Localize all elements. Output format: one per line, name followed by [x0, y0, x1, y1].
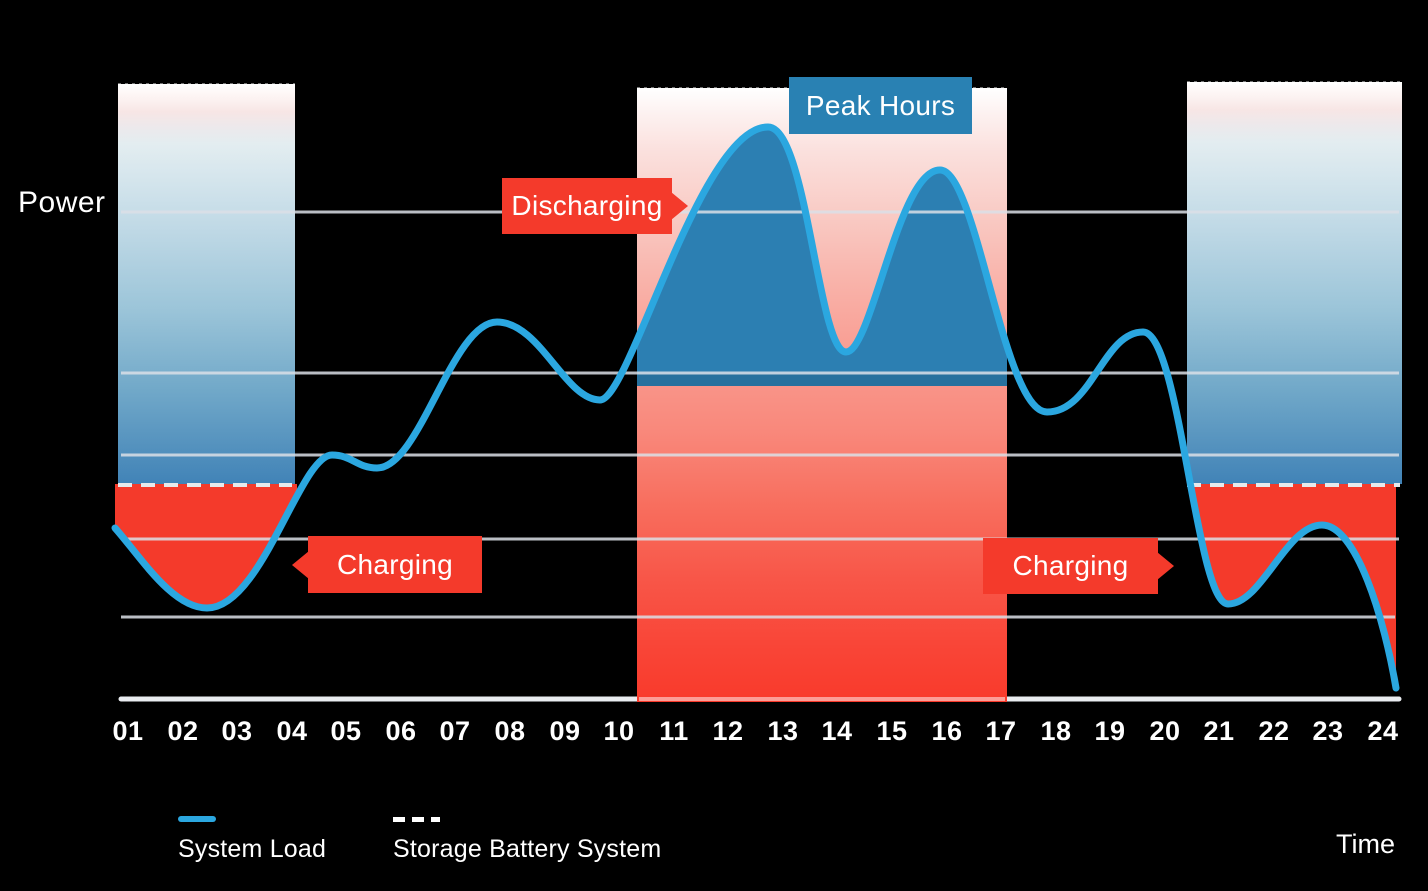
legend-label-storage-battery: Storage Battery System — [393, 835, 662, 863]
x-tick-23: 23 — [1312, 716, 1344, 746]
x-tick-17: 17 — [985, 716, 1017, 746]
arrow-right-icon — [1157, 552, 1174, 580]
x-tick-21: 21 — [1203, 716, 1235, 746]
charging-left-text: Charging — [336, 548, 454, 580]
legend-label-system-load: System Load — [178, 835, 327, 863]
y-axis-title: Power — [18, 186, 106, 219]
x-tick-16: 16 — [931, 716, 963, 746]
x-tick-02: 02 — [167, 716, 199, 746]
x-tick-22: 22 — [1258, 716, 1290, 746]
system-load-curve — [111, 123, 1400, 692]
arrow-right-icon — [671, 192, 688, 220]
charging-fill-left — [115, 484, 297, 654]
x-tick-19: 19 — [1094, 716, 1126, 746]
discharging-text: Discharging — [511, 190, 663, 221]
charging-right-text: Charging — [1012, 550, 1129, 581]
system-load-line-swatch-icon — [178, 816, 216, 822]
band-offpeak-left — [118, 84, 295, 484]
x-tick-05: 05 — [330, 716, 362, 746]
x-tick-20: 20 — [1149, 716, 1181, 746]
x-tick-07: 07 — [439, 716, 471, 746]
x-axis-title: Time — [1336, 829, 1395, 859]
legend-item-system-load: System Load — [178, 816, 326, 864]
peak-hours-label: Peak Hours — [789, 77, 972, 134]
x-tick-04: 04 — [276, 716, 308, 746]
storage-battery-dash-swatch-icon — [393, 817, 440, 822]
x-tick-03: 03 — [221, 716, 253, 746]
charging-right-label: Charging — [983, 538, 1174, 594]
charging-left-label: Charging — [292, 536, 482, 593]
x-tick-13: 13 — [767, 716, 799, 746]
x-tick-08: 08 — [494, 716, 526, 746]
x-tick-06: 06 — [385, 716, 417, 746]
x-tick-09: 09 — [549, 716, 581, 746]
discharging-fill-dark-edge — [637, 374, 1007, 386]
x-tick-12: 12 — [712, 716, 744, 746]
x-tick-18: 18 — [1040, 716, 1072, 746]
band-offpeak-right — [1187, 82, 1402, 484]
x-tick-15: 15 — [876, 716, 908, 746]
x-tick-14: 14 — [821, 716, 853, 746]
discharging-label: Discharging — [502, 178, 688, 234]
x-tick-11: 11 — [659, 716, 689, 746]
peak-hours-text: Peak Hours — [805, 89, 956, 121]
x-tick-01: 01 — [112, 716, 144, 746]
x-tick-24: 24 — [1367, 716, 1399, 746]
legend-item-storage-battery: Storage Battery System — [393, 816, 661, 864]
arrow-left-icon — [292, 550, 309, 579]
x-tick-10: 10 — [603, 716, 635, 746]
